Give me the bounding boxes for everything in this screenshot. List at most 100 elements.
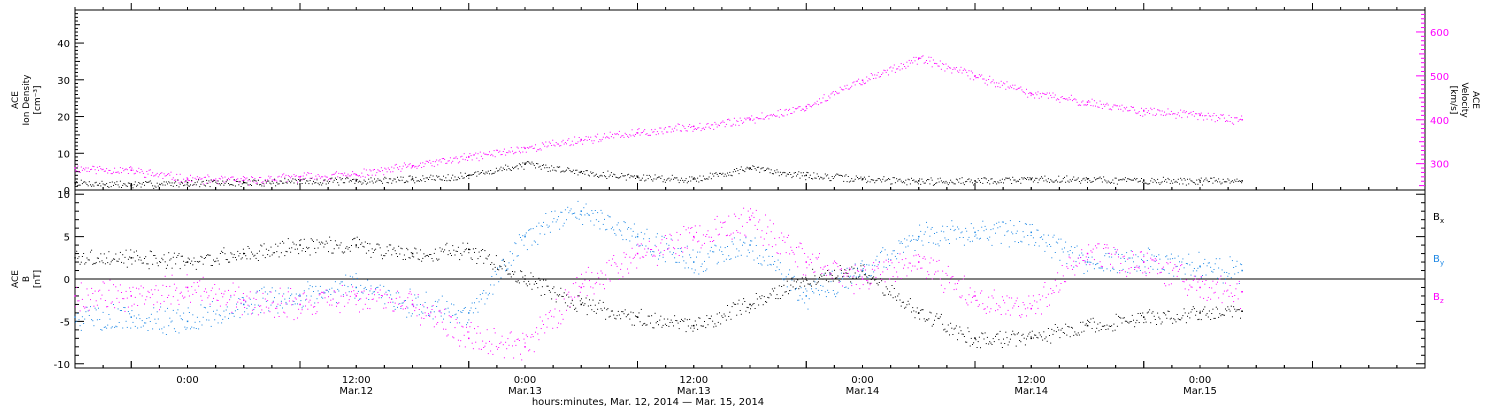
- data-point: [693, 125, 695, 128]
- data-point: [1143, 261, 1145, 263]
- data-point: [749, 167, 751, 169]
- legend-subscript: y: [1440, 259, 1444, 267]
- data-point: [1199, 265, 1201, 267]
- data-point: [580, 210, 582, 212]
- x-tick-label: 12:00: [1017, 375, 1046, 386]
- y-label-line: Ion Density: [22, 74, 32, 126]
- data-point: [1241, 119, 1243, 121]
- data-point: [186, 178, 189, 180]
- data-point: [636, 316, 639, 318]
- data-point: [918, 180, 920, 182]
- data-point: [1030, 92, 1032, 95]
- data-point: [974, 180, 976, 182]
- data-point: [749, 244, 751, 246]
- data-point: [1199, 312, 1201, 314]
- data-point: [186, 181, 189, 184]
- data-point: [918, 261, 920, 263]
- data-point: [411, 178, 414, 180]
- data-point: [1199, 114, 1201, 117]
- data-point: [468, 312, 470, 314]
- y-label-line: [nT]: [33, 270, 43, 288]
- y-tick-label: -10: [54, 360, 70, 371]
- data-point: [1143, 110, 1145, 112]
- y-tick-label: 10: [57, 190, 70, 201]
- data-point: [918, 235, 920, 238]
- y-left-tick-label: 40: [57, 39, 70, 50]
- data-point: [468, 337, 470, 340]
- data-point: [580, 170, 582, 173]
- data-point: [805, 105, 807, 108]
- y-left-tick-label: 0: [64, 186, 70, 197]
- data-point: [243, 252, 245, 255]
- data-point: [693, 235, 695, 238]
- data-point: [524, 163, 526, 165]
- time-axis: 0:00 12:00Mar.120:00Mar.1312:00Mar.130:00…: [74, 3, 1426, 397]
- data-point: [749, 218, 751, 221]
- data-point: [1199, 180, 1201, 182]
- y-left-tick-label: 20: [57, 113, 70, 124]
- data-point: [861, 79, 864, 81]
- data-point: [580, 286, 582, 289]
- data-point: [186, 261, 189, 263]
- series-bz: [74, 207, 1243, 361]
- data-point: [636, 235, 639, 238]
- series-by: [74, 200, 1243, 335]
- data-point: [1199, 286, 1201, 289]
- data-point: [1086, 324, 1089, 327]
- data-point: [974, 231, 976, 234]
- data-point: [468, 174, 470, 177]
- data-point: [524, 147, 526, 149]
- data-point: [355, 173, 357, 176]
- data-point: [974, 337, 976, 340]
- y-left-tick-label: 30: [57, 76, 70, 87]
- y-label-line: B: [22, 276, 32, 282]
- data-point: [299, 180, 301, 182]
- data-point: [130, 257, 132, 259]
- data-point: [524, 278, 526, 280]
- y-label-line: [km/s]: [1448, 86, 1458, 115]
- data-point: [186, 320, 189, 323]
- y-left-axis-label: ACE Ion Density [cm⁻³]: [11, 74, 43, 126]
- x-tick-label: 0:00: [514, 375, 536, 386]
- x-tick-date: Mar.13: [677, 386, 711, 397]
- data-point: [1030, 337, 1032, 340]
- y-right-tick-label: 300: [1430, 160, 1449, 171]
- data-point: [749, 119, 751, 121]
- data-point: [524, 346, 526, 348]
- top-panel-frame: [74, 9, 1426, 191]
- data-point: [861, 278, 864, 280]
- x-tick-label: 0:00: [176, 375, 198, 386]
- data-point: [186, 286, 189, 289]
- data-point: [74, 181, 76, 184]
- y-right-tick-label: 400: [1430, 116, 1449, 127]
- data-point: [1241, 310, 1243, 312]
- data-point: [74, 316, 76, 318]
- data-point: [299, 176, 301, 178]
- series-bx: [74, 236, 1243, 349]
- x-tick-label: 12:00: [679, 375, 708, 386]
- x-tick-label: 0:00: [1189, 375, 1211, 386]
- data-point: [468, 156, 470, 158]
- data-point: [1086, 178, 1089, 180]
- data-point: [1241, 291, 1243, 293]
- x-tick-date: Mar.12: [339, 386, 373, 397]
- y-label-line: ACE: [11, 91, 21, 109]
- data-point: [636, 132, 639, 134]
- data-point: [749, 303, 751, 306]
- data-point: [299, 303, 301, 306]
- data-point: [524, 235, 526, 238]
- data-point: [805, 278, 807, 280]
- y-label-line: ACE: [1470, 91, 1480, 109]
- data-point: [918, 312, 920, 314]
- x-tick-label: 0:00: [851, 375, 873, 386]
- y-label-line: [cm⁻³]: [33, 85, 43, 114]
- data-point: [243, 179, 245, 182]
- data-point: [355, 244, 357, 246]
- data-point: [1030, 307, 1032, 310]
- data-point: [805, 295, 807, 297]
